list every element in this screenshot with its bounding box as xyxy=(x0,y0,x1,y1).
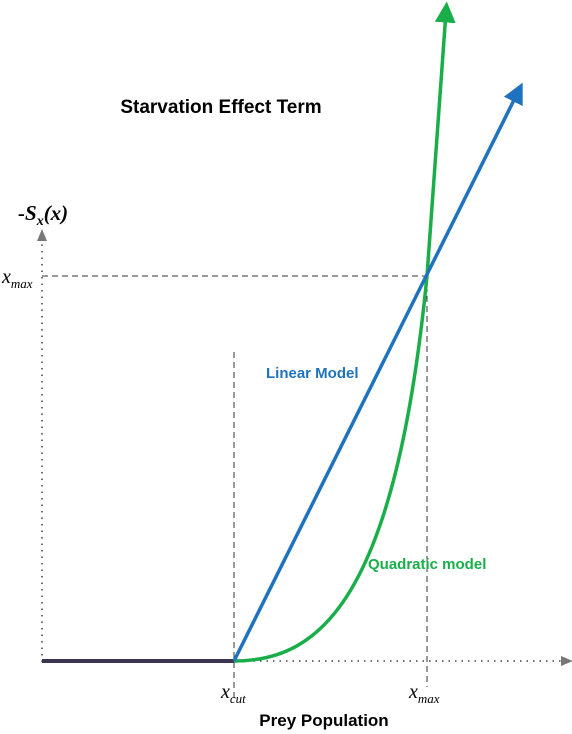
quadratic-model-curve xyxy=(233,1,456,663)
x-cut-subscript: cut xyxy=(230,691,246,706)
x-max-subscript: max xyxy=(418,691,440,706)
y-axis-label-subscript: x xyxy=(36,214,44,229)
y-tick-label-x-max: xmax xyxy=(1,266,33,291)
x-tick-label-x-max: xmax xyxy=(408,681,440,706)
quadratic-model-label: Quadratic model xyxy=(368,556,486,573)
y-axis-label: -Sx(x) xyxy=(18,201,68,229)
x-axis-title: Prey Population xyxy=(259,711,388,730)
y-axis-label-suffix: (x) xyxy=(44,201,69,225)
y-axis-arrowhead xyxy=(37,229,47,241)
x-axis-arrowhead xyxy=(561,656,572,666)
linear-model-label: Linear Model xyxy=(266,365,359,382)
x-tick-label-x-cut: xcut xyxy=(220,681,246,706)
x-max-base: x xyxy=(408,681,418,703)
y-tick-base: x xyxy=(1,266,11,288)
linear-model-line xyxy=(232,82,523,662)
y-tick-subscript: max xyxy=(11,276,33,291)
y-axis-label-prefix: -S xyxy=(18,201,37,225)
diagram-title: Starvation Effect Term xyxy=(120,97,321,118)
x-cut-base: x xyxy=(220,681,230,703)
